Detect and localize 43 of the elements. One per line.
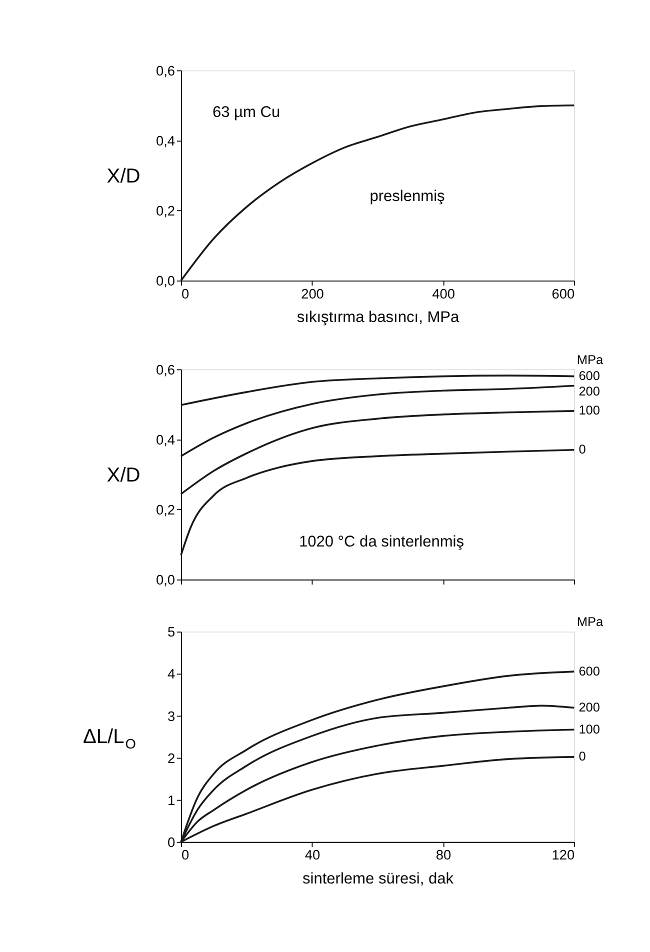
y-tick-label: 1	[167, 792, 176, 808]
y-tick-label: 5	[167, 624, 176, 640]
series-label: 100	[578, 721, 600, 736]
y-tick-label: 0,2	[156, 204, 176, 219]
series-label: 100	[578, 402, 600, 418]
y-axis-title: X/D	[106, 464, 140, 486]
series-label: 0	[578, 442, 586, 457]
y-tick-label: 0,4	[156, 432, 176, 448]
y-tick-label: 0,2	[156, 502, 176, 518]
y-tick-label: 0,4	[156, 133, 176, 148]
legend-title: MPa	[576, 614, 604, 630]
line-series	[180, 448, 576, 556]
line-series	[180, 374, 576, 406]
x-tick-label: 80	[436, 848, 452, 863]
annotation: 63 µm Cu	[212, 104, 280, 121]
series-label: 200	[578, 383, 600, 398]
x-tick-label: 400	[432, 286, 456, 302]
line-series	[180, 384, 576, 458]
y-tick-label: 2	[167, 750, 176, 766]
y-tick-label: 0,0	[156, 572, 176, 588]
x-tick-label: 600	[552, 286, 575, 302]
x-tick-label: 0	[181, 286, 190, 302]
line-series	[180, 410, 576, 495]
x-tick-label: 40	[304, 848, 320, 863]
y-tick-label: 4	[167, 666, 176, 682]
y-tick-label: 0,6	[156, 63, 176, 78]
y-axis-title: X/D	[106, 165, 140, 188]
series-label: 0	[578, 748, 586, 764]
annotation: 1020 °C da sinterlenmiş	[298, 533, 464, 550]
x-axis-title: sıkıştırma basıncı, MPa	[296, 309, 460, 326]
y-tick-label: 3	[167, 708, 176, 724]
x-axis-title: sinterleme süresi, dak	[302, 870, 454, 888]
series-label: 600	[578, 663, 600, 678]
x-tick-label: 120	[552, 848, 575, 863]
y-tick-label: 0	[167, 834, 176, 850]
y-tick-label: 0,6	[156, 362, 176, 378]
x-tick-label: 0	[181, 848, 190, 863]
legend-title: MPa	[576, 352, 604, 367]
y-tick-label: 0,0	[156, 274, 176, 289]
series-label: 600	[578, 368, 600, 383]
annotation: preslenmiş	[370, 188, 446, 206]
x-tick-label: 200	[301, 286, 324, 302]
series-label: 200	[578, 699, 600, 714]
